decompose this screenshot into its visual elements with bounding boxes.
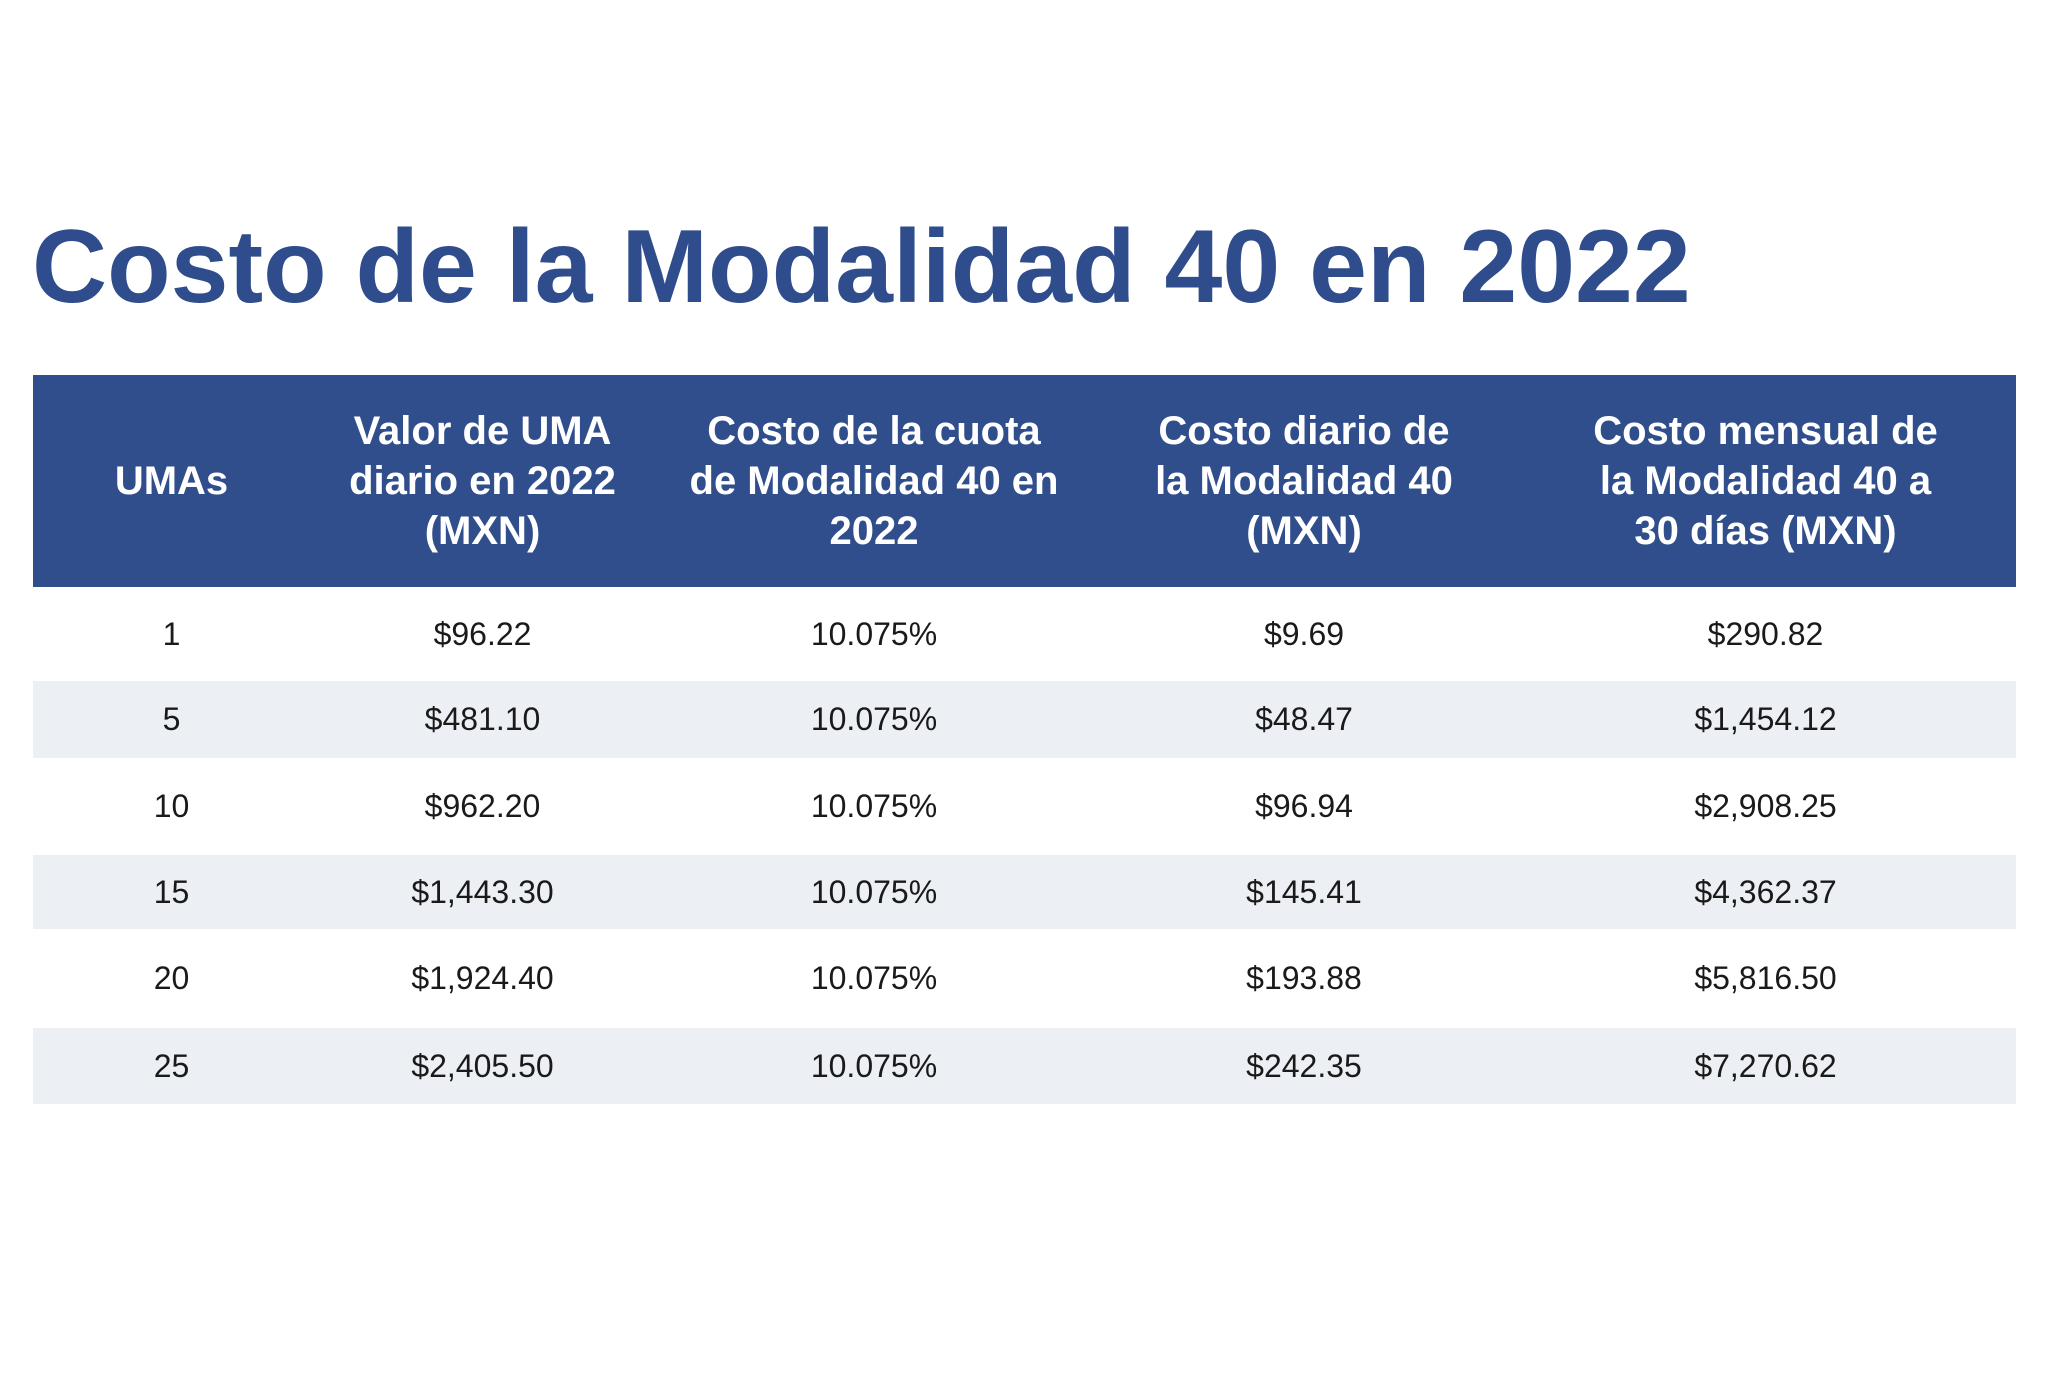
quota-rate-cell: 10.075% [655, 1028, 1093, 1104]
quota-rate-cell: 10.075% [655, 855, 1093, 929]
monthly-cost-cell: $1,454.12 [1515, 681, 2016, 758]
monthly-cost-cell: $4,362.37 [1515, 855, 2016, 929]
umas-cell: 5 [33, 681, 310, 758]
table-row: 15 $1,443.30 10.075% $145.41 $4,362.37 [33, 855, 2016, 929]
umas-cell: 15 [33, 855, 310, 929]
cost-table: UMAs Valor de UMA diario en 2022 (MXN) C… [33, 375, 2016, 1104]
table-row: 10 $962.20 10.075% $96.94 $2,908.25 [33, 758, 2016, 855]
quota-rate-cell: 10.075% [810, 615, 938, 652]
daily-cost-cell: $9.69 [1263, 615, 1345, 652]
table-row: 25 $2,405.50 10.075% $242.35 $7,270.62 [33, 1028, 2016, 1104]
uma-value-cell: $1,924.40 [411, 960, 554, 996]
page-title: Costo de la Modalidad 40 en 2022 [32, 209, 1691, 325]
daily-cost-cell: $242.35 [1093, 1028, 1515, 1104]
uma-value-cell: $1,443.30 [310, 855, 655, 929]
header-quota-rate: Costo de la cuota de Modalidad 40 en 202… [655, 375, 1093, 587]
daily-cost-cell: $48.47 [1093, 681, 1515, 758]
header-umas: UMAs [33, 375, 310, 587]
table-row: 20 $1,924.40 10.075% $193.88 $5,816.50 [33, 929, 2016, 1028]
table-header-row: UMAs Valor de UMA diario en 2022 (MXN) C… [33, 375, 2016, 587]
header-uma-value: Valor de UMA diario en 2022 (MXN) [310, 375, 655, 587]
table-row: 5 $481.10 10.075% $48.47 $1,454.12 [33, 681, 2016, 758]
daily-cost-cell: $193.88 [1246, 960, 1362, 996]
uma-value-cell: $962.20 [424, 788, 541, 824]
header-monthly-cost: Costo mensual de la Modalidad 40 a 30 dí… [1515, 375, 2016, 587]
table-row: 1 $96.22 10.075% $9.69 $290.82 [33, 587, 2016, 681]
umas-cell: 20 [153, 960, 190, 996]
uma-value-cell: $2,405.50 [310, 1028, 655, 1104]
monthly-cost-cell: $7,270.62 [1515, 1028, 2016, 1104]
monthly-cost-cell: $5,816.50 [1694, 960, 1837, 996]
daily-cost-cell: $96.94 [1255, 788, 1353, 824]
quota-rate-cell: 10.075% [810, 960, 938, 996]
daily-cost-cell: $145.41 [1093, 855, 1515, 929]
umas-cell: 1 [162, 615, 181, 652]
uma-value-cell: $481.10 [310, 681, 655, 758]
umas-cell: 10 [153, 788, 190, 824]
header-daily-cost: Costo diario de la Modalidad 40 (MXN) [1093, 375, 1515, 587]
quota-rate-cell: 10.075% [810, 788, 938, 824]
monthly-cost-cell: $290.82 [1707, 615, 1824, 652]
uma-value-cell: $96.22 [433, 615, 532, 652]
quota-rate-cell: 10.075% [655, 681, 1093, 758]
monthly-cost-cell: $2,908.25 [1694, 788, 1837, 824]
umas-cell: 25 [33, 1028, 310, 1104]
